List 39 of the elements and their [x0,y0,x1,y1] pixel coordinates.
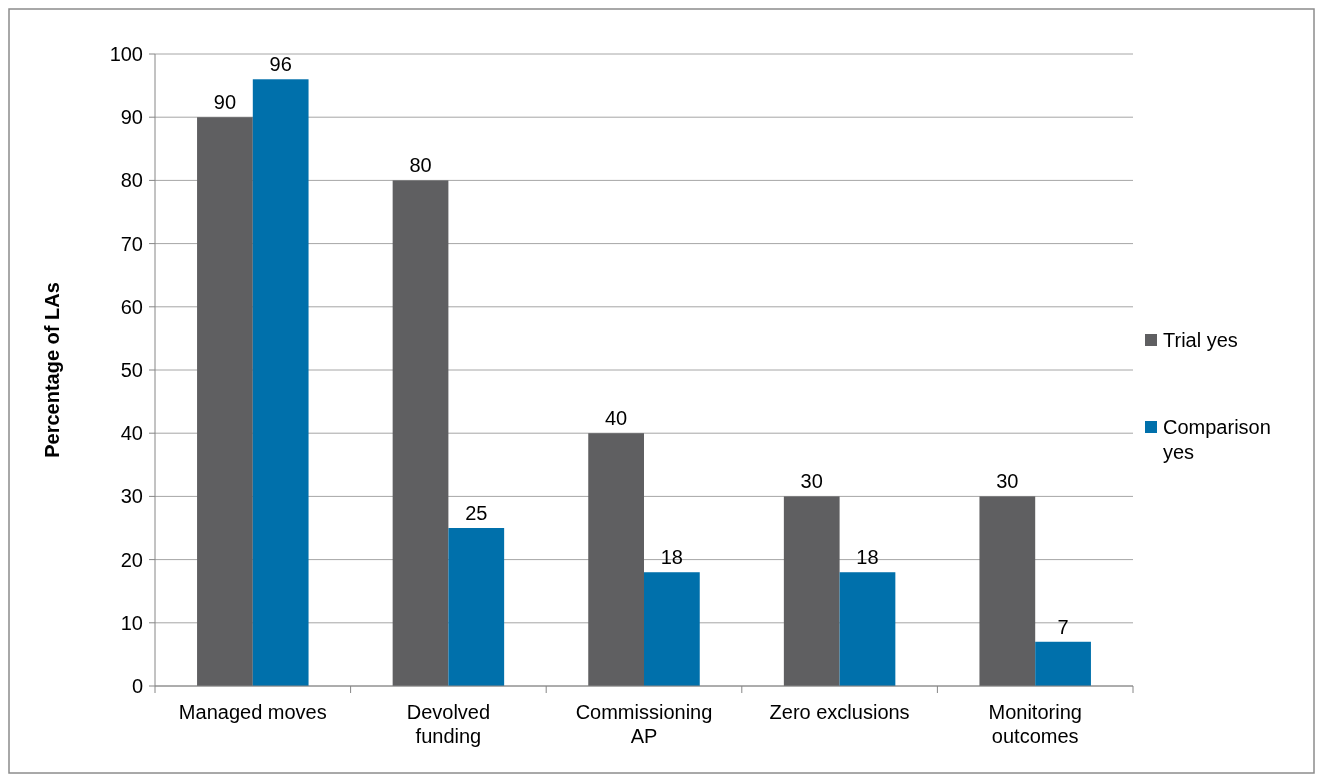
data-label: 25 [465,502,488,524]
x-tick-label: Commissioning AP [575,701,713,747]
y-tick-label: 80 [120,169,143,192]
data-label: 30 [996,470,1019,493]
y-tick-label: 30 [120,485,143,508]
y-tick-label: 90 [120,106,143,129]
y-tick-label: 0 [131,675,143,697]
y-tick-label: 50 [120,359,143,381]
data-label: 90 [213,91,237,114]
x-tick-label: Devolved funding [406,701,491,747]
data-label: 40 [605,407,628,430]
bar [783,496,840,686]
bar [979,496,1036,686]
y-tick-label: 60 [120,295,143,318]
data-label: 7 [1057,615,1069,638]
y-tick-label: 20 [120,548,143,571]
x-tick-label: Managed moves [178,701,327,723]
x-tick-label: Monitoring outcomes [988,701,1082,747]
data-label: 18 [660,546,683,569]
y-tick-label: 40 [120,422,143,445]
data-label: 30 [800,470,823,493]
bar [252,79,309,686]
data-label: 96 [269,53,292,76]
data-label: 18 [856,546,879,569]
data-label: 80 [409,154,432,177]
bar [448,528,505,686]
y-axis-title: Percentage of LAs [41,282,63,458]
x-tick-label: Zero exclusions [769,701,910,723]
bar [839,572,896,686]
legend-label: Comparison yes [1163,416,1271,463]
y-tick-label: 70 [120,232,143,255]
bar [1035,641,1091,686]
y-tick-label: 100 [109,43,143,65]
bar [197,117,253,686]
y-tick-label: 10 [120,611,143,634]
bar [644,572,700,686]
bar [392,180,449,686]
legend-label: Trial yes [1163,329,1238,351]
bar [588,433,644,686]
